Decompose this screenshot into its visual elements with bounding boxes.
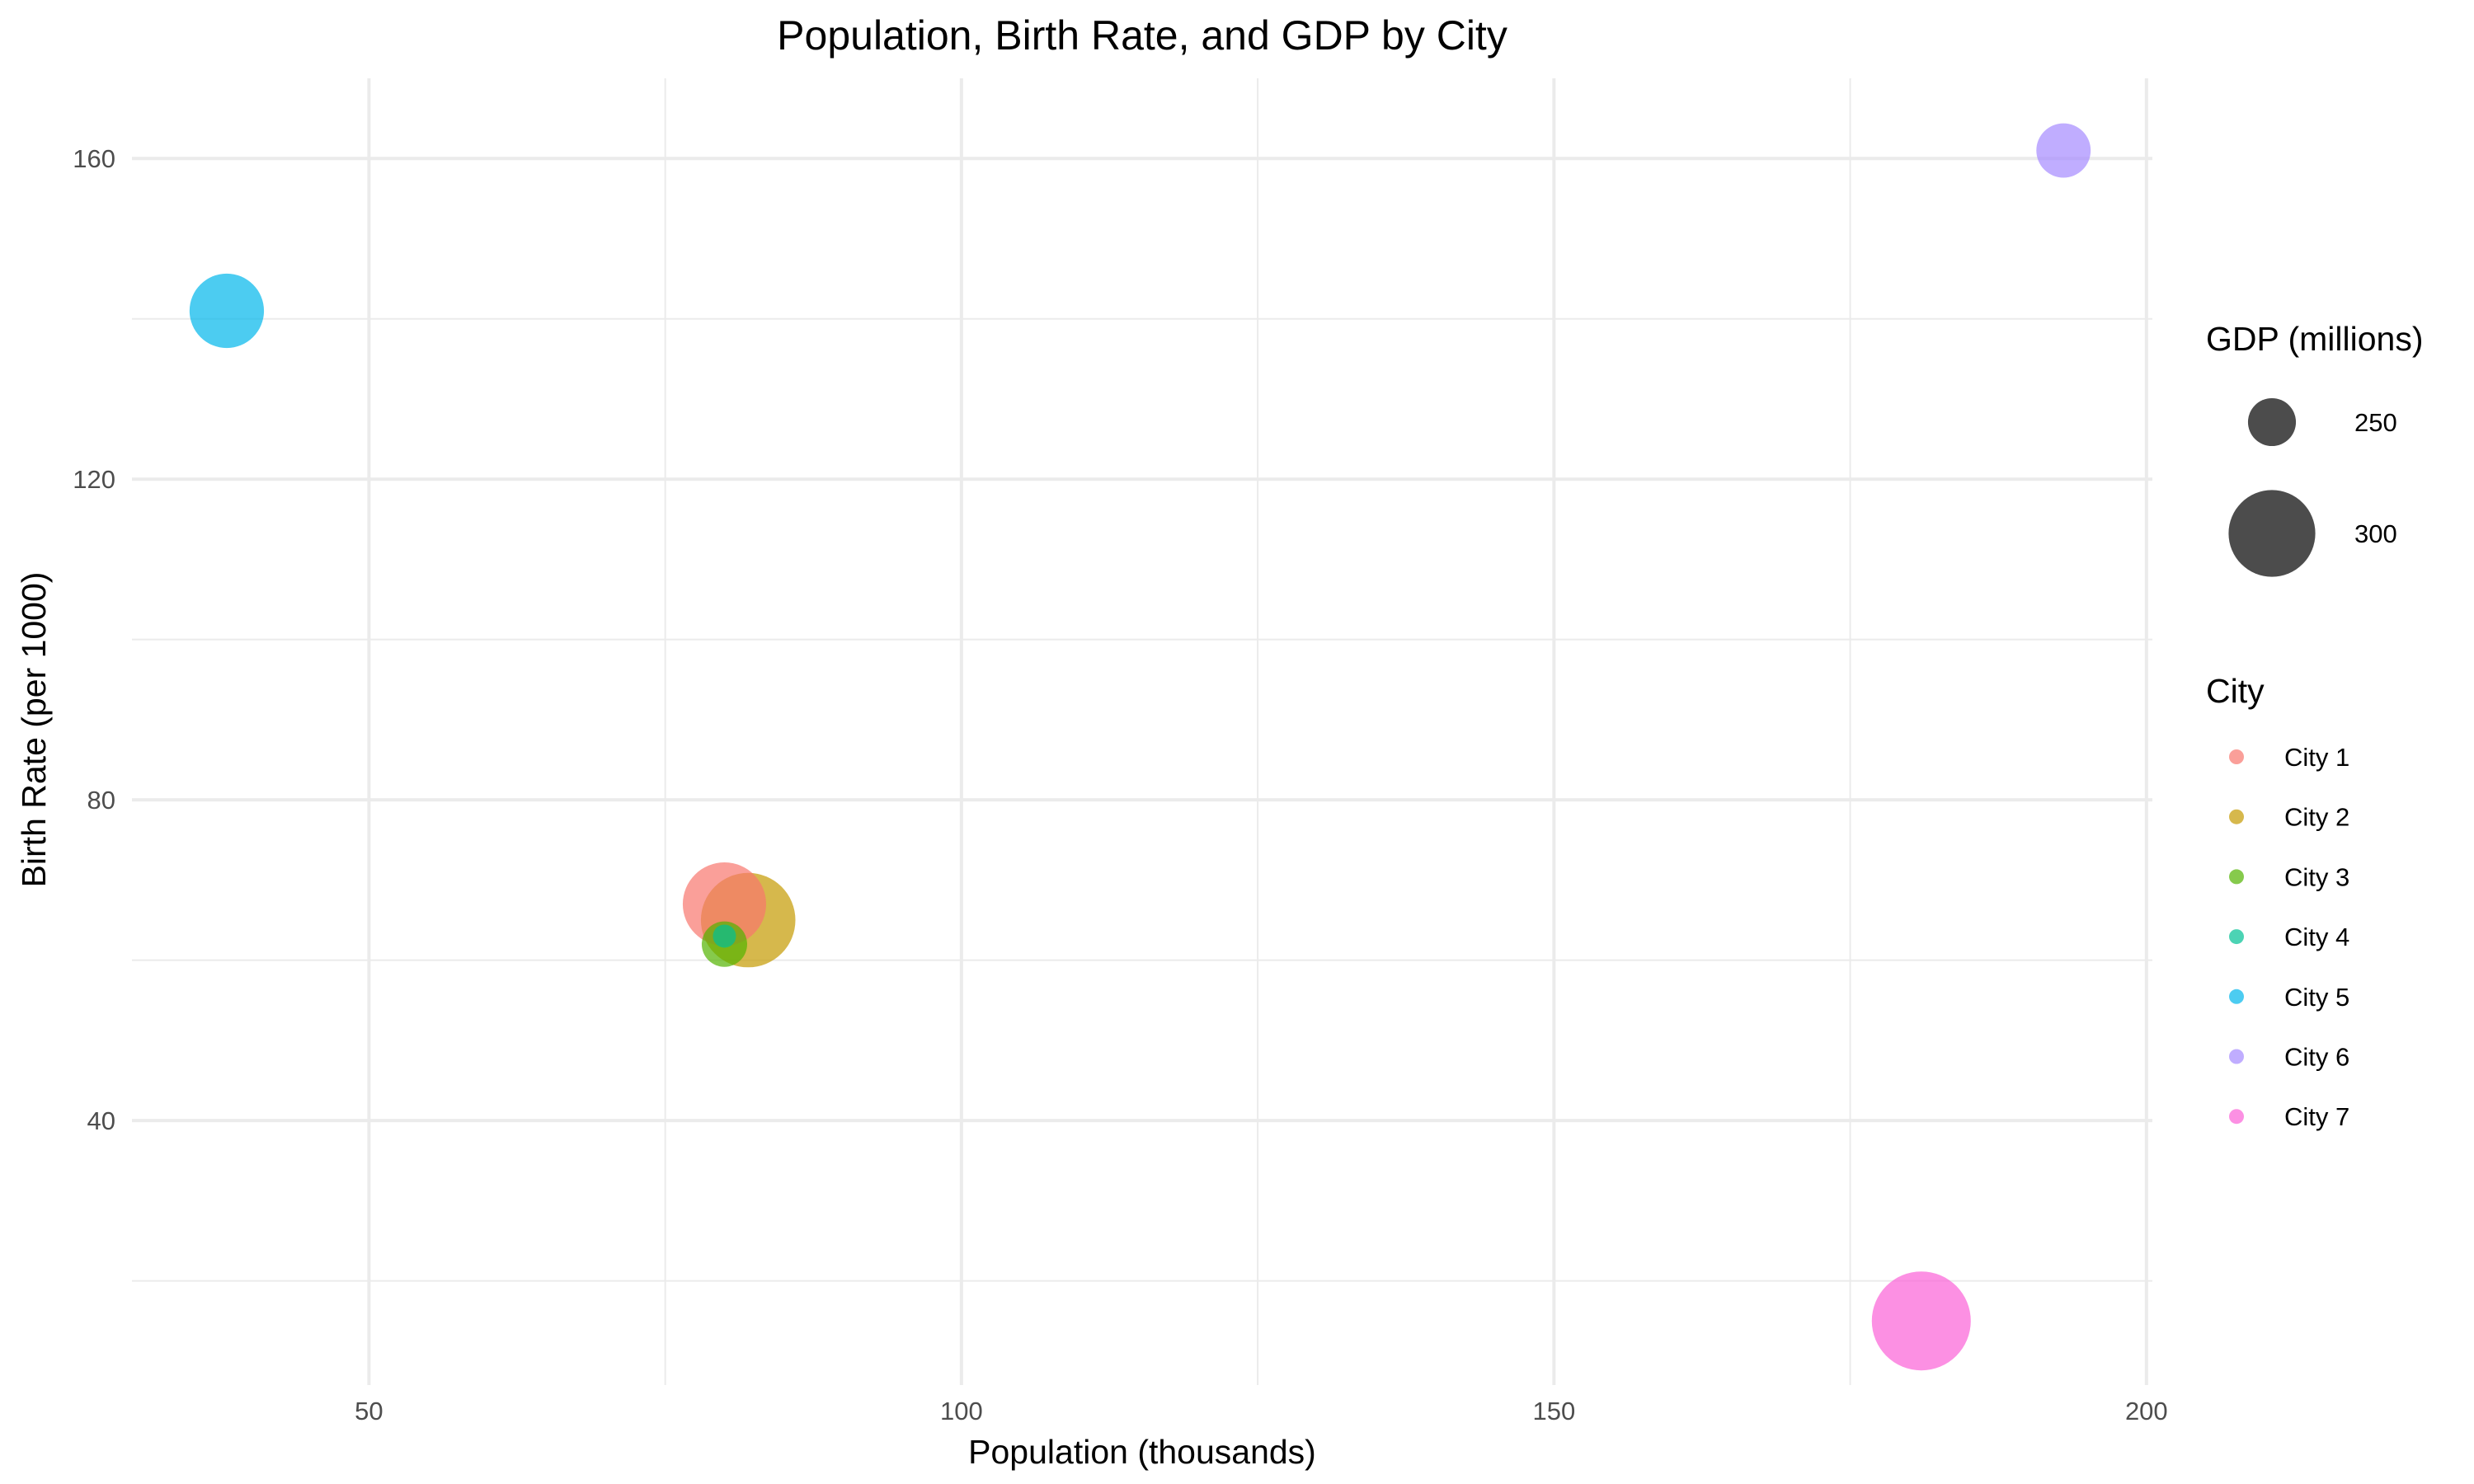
x-tick-label: 200 — [2125, 1397, 2168, 1425]
y-tick-label: 40 — [87, 1106, 115, 1135]
color-legend-title: City — [2206, 672, 2265, 710]
bubble-city-6 — [2036, 123, 2091, 178]
y-axis-title: Birth Rate (per 1000) — [15, 572, 53, 888]
color-legend-label: City 6 — [2284, 1043, 2349, 1072]
color-legend-key — [2229, 1109, 2244, 1125]
bubble-city-7 — [1871, 1271, 1971, 1371]
size-legend-title: GDP (millions) — [2206, 320, 2424, 358]
points-layer — [189, 123, 2091, 1371]
size-legend-label: 250 — [2354, 408, 2397, 437]
color-legend-key — [2229, 929, 2244, 945]
color-legend-key — [2229, 989, 2244, 1004]
bubble-city-5 — [189, 273, 265, 349]
x-axis-title: Population (thousands) — [968, 1433, 1316, 1471]
x-tick-label: 100 — [940, 1397, 983, 1425]
size-legend-label: 300 — [2354, 519, 2397, 548]
size-legend: GDP (millions) 250 300 — [2206, 320, 2424, 577]
grid-layer — [132, 78, 2152, 1385]
color-legend-label: City 4 — [2284, 923, 2349, 951]
color-legend-key — [2229, 1049, 2244, 1064]
color-legend: City City 1 City 2 City 3 City 4 City 5 City … — [2206, 672, 2349, 1131]
bubble-city-4 — [713, 924, 736, 948]
x-tick-label: 50 — [355, 1397, 383, 1425]
color-legend-key — [2229, 809, 2244, 824]
color-legend-label: City 1 — [2284, 743, 2349, 772]
y-tick-label: 120 — [73, 465, 115, 494]
x-tick-label: 150 — [1532, 1397, 1575, 1425]
size-legend-key — [2247, 397, 2297, 447]
color-legend-label: City 3 — [2284, 862, 2349, 891]
size-legend-key — [2228, 490, 2316, 577]
color-legend-label: City 5 — [2284, 983, 2349, 1012]
chart-title: Population, Birth Rate, and GDP by City — [777, 12, 1507, 59]
ticks-layer: 50 100 150 200 40 80 120 160 — [73, 144, 2167, 1425]
bubble-city-1 — [682, 862, 767, 946]
y-tick-label: 80 — [87, 786, 115, 815]
y-tick-label: 160 — [73, 144, 115, 173]
color-legend-label: City 2 — [2284, 803, 2349, 832]
color-legend-key — [2229, 749, 2244, 764]
color-legend-key — [2229, 869, 2244, 885]
color-legend-label: City 7 — [2284, 1102, 2349, 1131]
